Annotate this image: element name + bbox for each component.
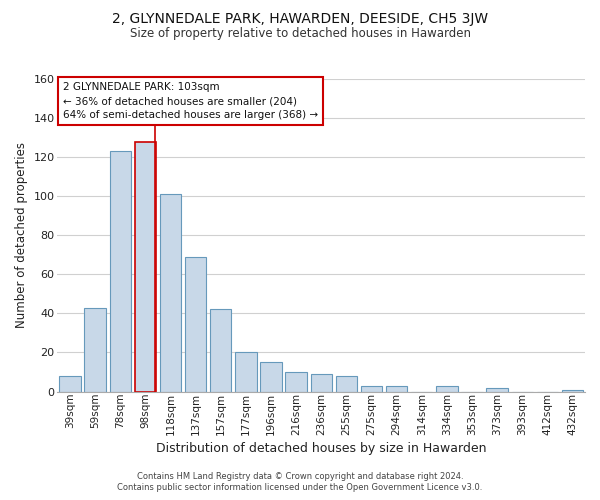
Text: 2 GLYNNEDALE PARK: 103sqm
← 36% of detached houses are smaller (204)
64% of semi: 2 GLYNNEDALE PARK: 103sqm ← 36% of detac… [63, 82, 318, 120]
Bar [361, 386, 382, 392]
Bar [562, 390, 583, 392]
Bar [85, 308, 106, 392]
Text: Size of property relative to detached houses in Hawarden: Size of property relative to detached ho… [130, 28, 470, 40]
Bar [436, 386, 458, 392]
Text: 2, GLYNNEDALE PARK, HAWARDEN, DEESIDE, CH5 3JW: 2, GLYNNEDALE PARK, HAWARDEN, DEESIDE, C… [112, 12, 488, 26]
Bar [135, 142, 156, 392]
Text: Contains HM Land Registry data © Crown copyright and database right 2024.
Contai: Contains HM Land Registry data © Crown c… [118, 472, 482, 492]
Bar [235, 352, 257, 392]
Bar [311, 374, 332, 392]
Bar [487, 388, 508, 392]
Bar [335, 376, 357, 392]
Bar [59, 376, 80, 392]
Bar [386, 386, 407, 392]
Bar [110, 152, 131, 392]
Bar [260, 362, 281, 392]
Bar [286, 372, 307, 392]
Y-axis label: Number of detached properties: Number of detached properties [15, 142, 28, 328]
Bar [185, 257, 206, 392]
Bar [160, 194, 181, 392]
Bar [210, 310, 232, 392]
X-axis label: Distribution of detached houses by size in Hawarden: Distribution of detached houses by size … [156, 442, 487, 455]
